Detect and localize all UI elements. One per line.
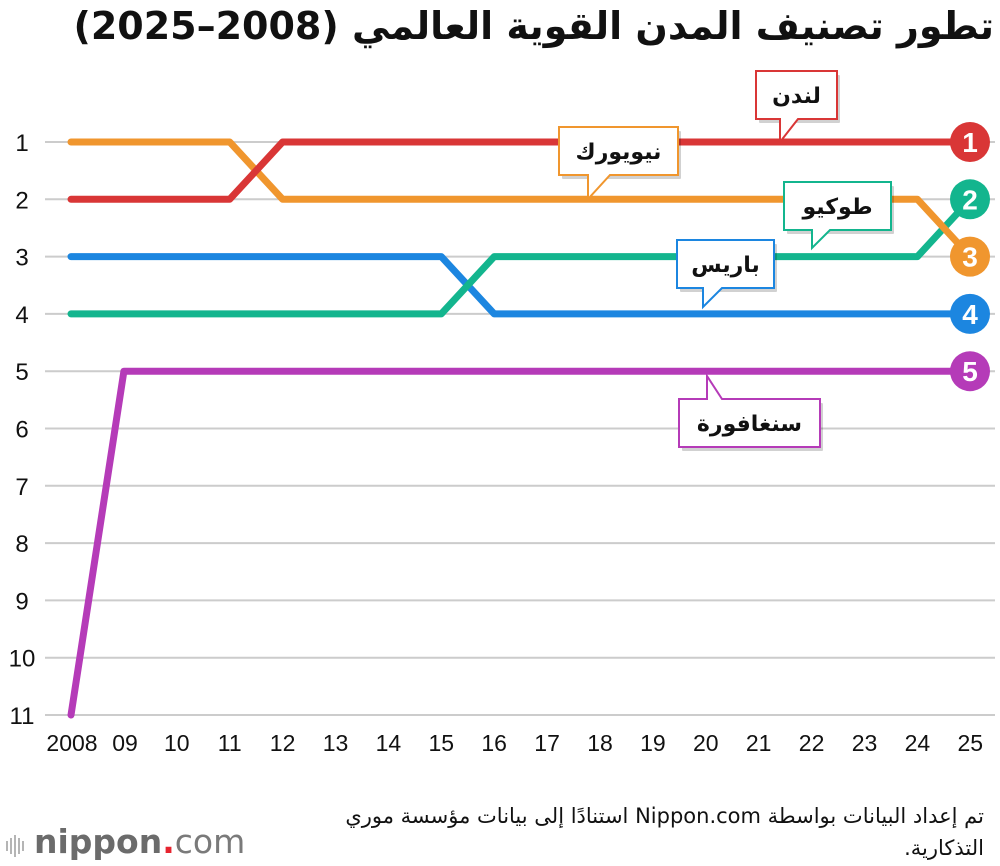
- y-tick-label: 6: [15, 417, 28, 444]
- source-note: تم إعداد البيانات بواسطة Nippon.com استن…: [345, 804, 984, 860]
- series-line-paris: [67, 253, 974, 318]
- callout-label: سنغافورة: [697, 412, 802, 437]
- callout-label: باريس: [691, 253, 760, 278]
- x-axis-labels: 2008 09 10 11 12 13 14 15 16 17 18 19 20 21 22 23 24 25: [46, 730, 983, 756]
- callout-new-york: نيويورك: [558, 126, 681, 202]
- x-tick-label: 11: [218, 730, 242, 756]
- x-tick-label: 24: [905, 730, 931, 756]
- x-tick-label: 19: [640, 730, 666, 756]
- x-tick-label: 21: [746, 730, 772, 756]
- svg-text:2: 2: [962, 184, 978, 215]
- nippon-logo: nippon.com: [6, 822, 245, 863]
- series-line-london: [67, 138, 974, 203]
- y-tick-label: 7: [15, 474, 28, 501]
- rank-badge-tokyo: 2: [950, 179, 990, 220]
- svg-text:1: 1: [962, 127, 978, 158]
- callout-label: نيويورك: [576, 140, 662, 165]
- x-tick-label: 23: [852, 730, 878, 756]
- y-tick-label: 4: [15, 302, 28, 329]
- x-tick-label: 20: [693, 730, 719, 756]
- rank-badge-singapore: 5: [950, 351, 990, 392]
- y-tick-label: 8: [15, 531, 28, 558]
- svg-text:4: 4: [962, 299, 978, 330]
- x-tick-label: 09: [112, 730, 138, 756]
- callout-tokyo: طوكيو: [783, 181, 894, 251]
- x-tick-label: 13: [323, 730, 349, 756]
- x-tick-label: 2008: [46, 730, 97, 756]
- svg-text:5: 5: [962, 356, 978, 387]
- x-tick-label: 15: [429, 730, 455, 756]
- series-line-tokyo: [67, 195, 974, 318]
- x-tick-label: 10: [164, 730, 190, 756]
- rank-badge-new-york: 3: [950, 236, 990, 277]
- svg-text:3: 3: [962, 242, 978, 273]
- y-tick-label: 1: [15, 130, 28, 157]
- sound-bars-icon: [6, 824, 26, 863]
- logo-brand: nippon: [34, 822, 163, 861]
- callout-label: طوكيو: [801, 195, 872, 220]
- x-tick-label: 22: [799, 730, 825, 756]
- x-tick-label: 25: [958, 730, 984, 756]
- callout-london: لندن: [755, 70, 840, 145]
- y-axis-labels: 1 2 3 4 5 6 7 8 9 10 11: [9, 130, 36, 730]
- callout-singapore: سنغافورة: [678, 372, 823, 451]
- x-tick-label: 12: [270, 730, 296, 756]
- logo-tld: com: [174, 822, 246, 861]
- y-tick-label: 5: [15, 359, 28, 386]
- callout-label: لندن: [772, 84, 821, 109]
- x-tick-label: 17: [534, 730, 560, 756]
- y-tick-label: 2: [15, 187, 28, 214]
- x-tick-label: 14: [376, 730, 402, 756]
- x-tick-label: 18: [587, 730, 613, 756]
- y-tick-label: 9: [15, 588, 28, 615]
- chart-title: تطور تصنيف المدن القوية العالمي (2008–20…: [73, 4, 994, 48]
- callouts: لندن نيويورك طوكيو باريس سنغافورة: [558, 70, 894, 451]
- end-rank-badges: 1 3 2 4 5: [950, 122, 990, 392]
- y-tick-label: 3: [15, 245, 28, 272]
- logo-dot: .: [162, 822, 175, 861]
- callout-paris: باريس: [676, 239, 777, 310]
- x-tick-label: 16: [481, 730, 507, 756]
- rank-badge-london: 1: [950, 122, 990, 162]
- rank-badge-paris: 4: [950, 293, 990, 334]
- y-tick-label: 11: [10, 703, 35, 730]
- y-tick-label: 10: [9, 646, 36, 673]
- series-line-singapore: [67, 367, 974, 719]
